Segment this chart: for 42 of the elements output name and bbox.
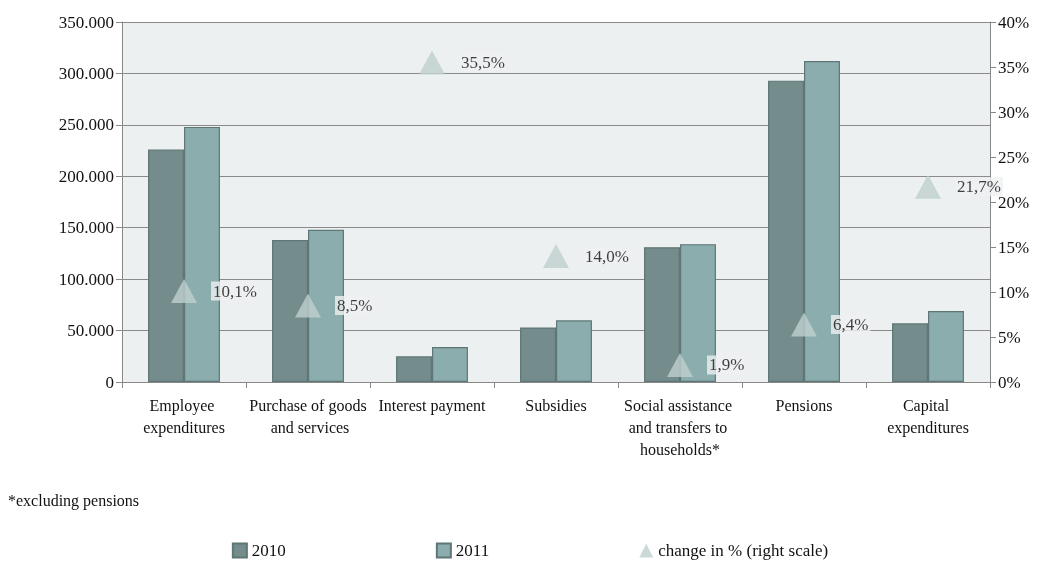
- x-tick-label: Pensions: [775, 396, 833, 414]
- y2-tick-label: 40%: [998, 12, 1030, 32]
- y2-tick-label: 30%: [998, 102, 1030, 122]
- legend-label: 2010: [251, 541, 286, 560]
- y2-tick-label: 0%: [998, 372, 1021, 392]
- y-tick-label: 300.000: [58, 63, 114, 83]
- x-tick-label: Social assistance and transfers to households*: [624, 396, 736, 458]
- y-tick-label: 350.000: [58, 12, 114, 32]
- text: *excluding pensions: [8, 491, 140, 510]
- data-label: 10,1%: [213, 281, 257, 301]
- point: [171, 279, 197, 304]
- y-tick-label: 200.000: [58, 166, 114, 186]
- x-tick-label: Subsidies: [525, 396, 587, 414]
- data-label: 35,5%: [461, 53, 505, 72]
- data-label: 8,5%: [337, 296, 373, 315]
- point: [791, 312, 817, 337]
- x-tick-label: Capital expenditures: [887, 396, 969, 437]
- x-tick-label: Interest payment: [378, 396, 487, 415]
- point: [295, 293, 321, 318]
- point: [543, 244, 569, 268]
- y2-tick-label: 35%: [998, 57, 1030, 77]
- y-tick-label: 0: [105, 372, 114, 392]
- point: [915, 174, 941, 199]
- y2-tick-label: 25%: [998, 147, 1030, 167]
- point: [419, 50, 445, 75]
- y2-tick-label: 5%: [998, 327, 1021, 347]
- y-tick-label: 150.000: [58, 218, 114, 238]
- y-tick-label: 100.000: [58, 269, 114, 289]
- y2-tick-label: 20%: [998, 192, 1030, 212]
- y2-tick-label: 10%: [998, 282, 1030, 302]
- y-tick-label: 50.000: [67, 321, 114, 341]
- data-label: 6,4%: [833, 314, 869, 334]
- y2-tick-label: 15%: [998, 237, 1030, 257]
- x-tick-label: Purchase of goods and services: [249, 396, 367, 436]
- data-label: 14,0%: [585, 246, 629, 266]
- legend-label: change in % (right scale): [658, 541, 829, 560]
- y-tick-label: 250.000: [58, 115, 114, 135]
- data-label: 21,7%: [957, 177, 1001, 197]
- point: [667, 352, 693, 377]
- legend-label: 2011: [455, 541, 490, 560]
- data-label: 1,9%: [709, 355, 745, 375]
- x-tick-label: Employee expenditures: [143, 396, 225, 437]
